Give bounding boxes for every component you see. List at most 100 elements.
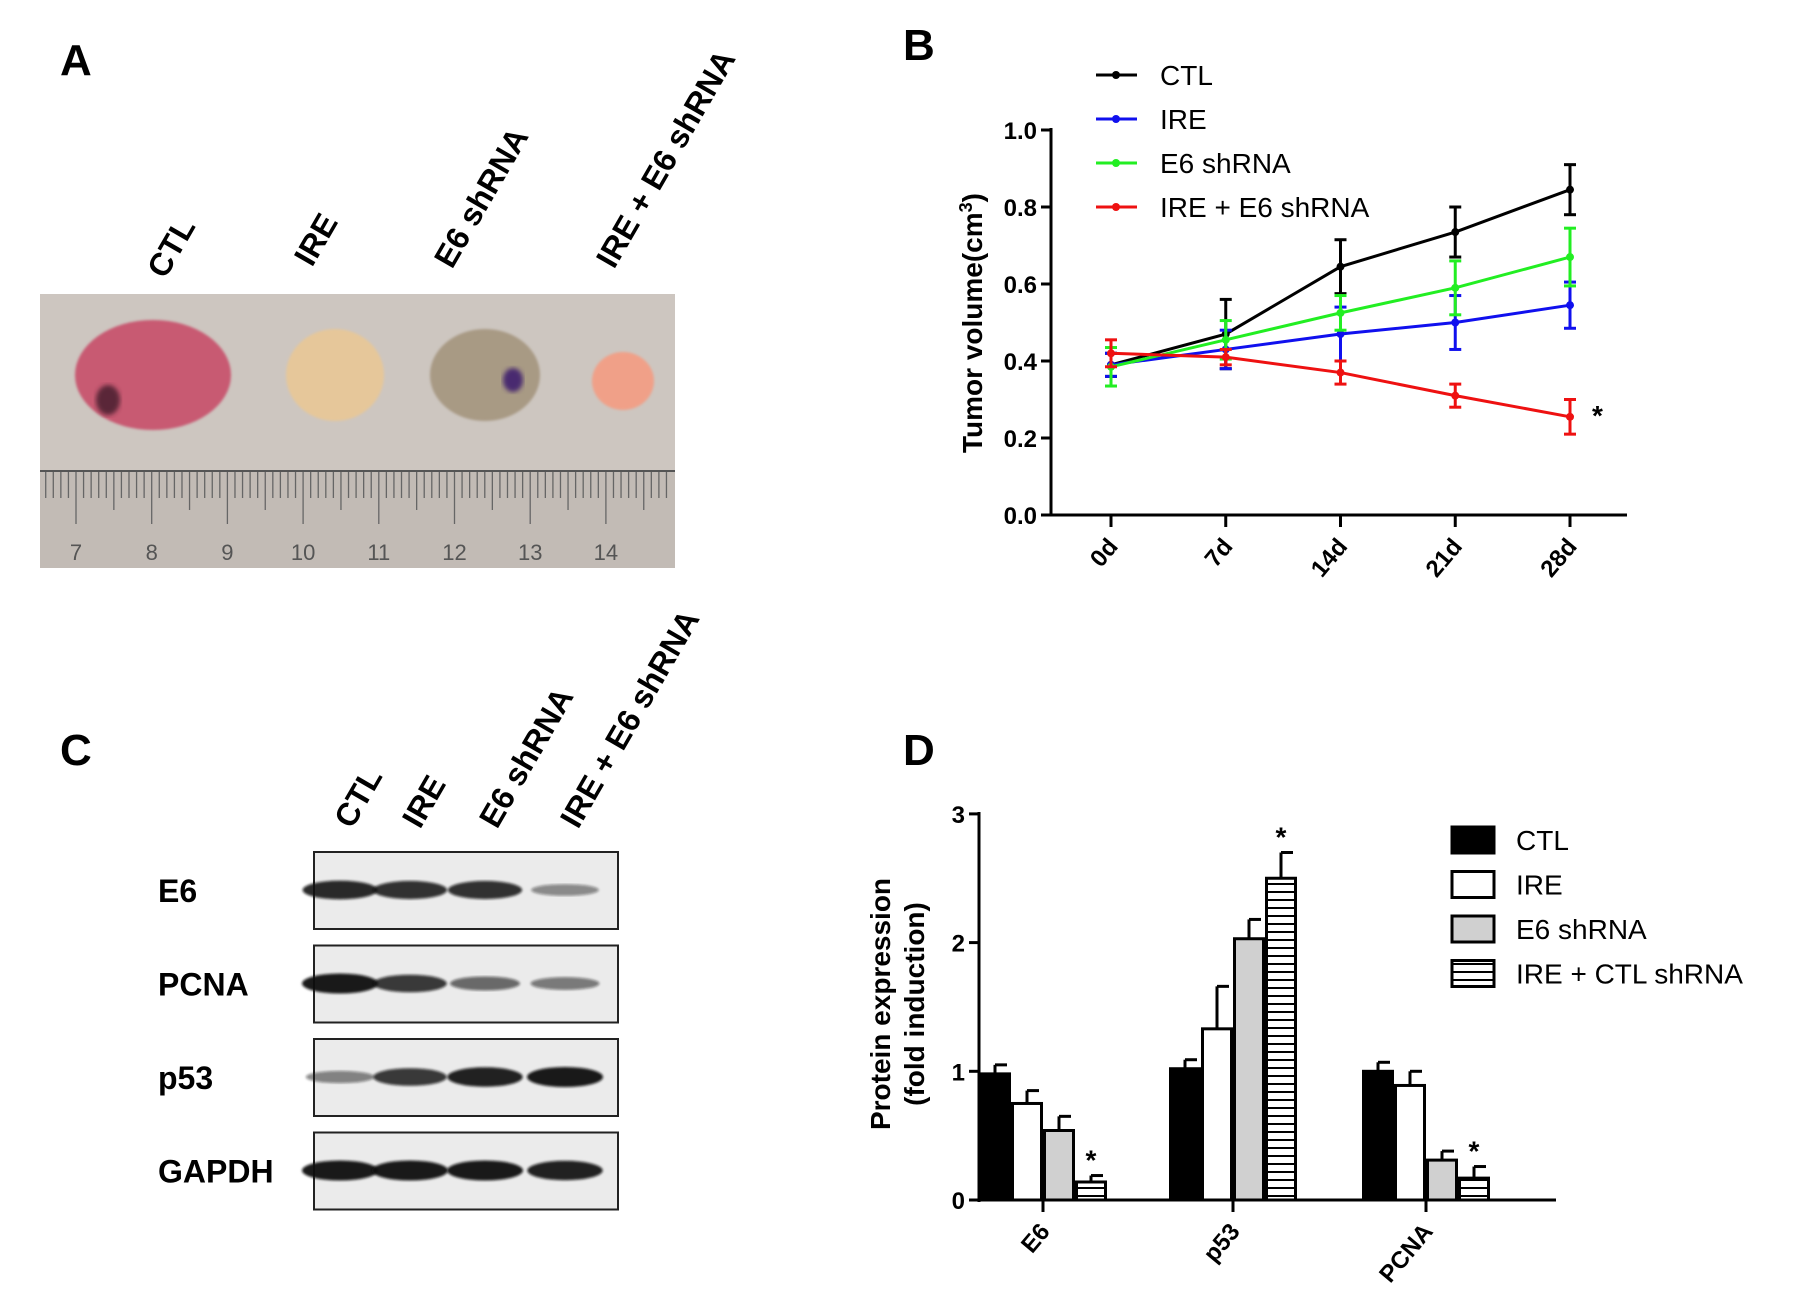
ruler-number: 12 [442, 540, 466, 565]
y-tick-label: 0.0 [1004, 503, 1037, 530]
ruler-number: 7 [70, 540, 82, 565]
x-tick-label: PCNA [1374, 1219, 1438, 1288]
bar [1362, 1069, 1394, 1202]
legend-marker [1112, 203, 1120, 211]
tumor-spot [96, 385, 120, 415]
protein-label: E6 [158, 873, 197, 909]
x-tick-label: E6 [1016, 1219, 1056, 1259]
legend-label: CTL [1516, 825, 1569, 856]
ruler-number: 10 [291, 540, 315, 565]
tumor [75, 320, 231, 430]
legend-marker [1112, 159, 1120, 167]
panel-label-c: C [60, 726, 92, 775]
protein-band [531, 884, 599, 896]
protein-label: p53 [158, 1060, 213, 1096]
data-point [1566, 253, 1574, 262]
data-point [1451, 228, 1460, 237]
legend-label: E6 shRNA [1160, 148, 1291, 179]
ruler-number: 13 [518, 540, 542, 565]
data-point [1336, 330, 1345, 339]
protein-band [372, 1160, 448, 1181]
group-label: IRE + E6 shRNA [589, 44, 742, 274]
y-tick-label: 0 [952, 1188, 965, 1215]
protein-band [305, 1070, 375, 1084]
x-tick-label: 28d [1535, 534, 1582, 583]
x-tick-label: 7d [1200, 534, 1239, 573]
significance-star: * [1276, 822, 1287, 853]
y-tick-label: 1.0 [1004, 118, 1037, 145]
significance-star: * [1592, 400, 1603, 431]
protein-band [302, 973, 378, 994]
panel-d-bar-chart: 0 1 2 3 Protein expression (fold induction) E6… [865, 802, 1743, 1288]
x-tick-label: 14d [1306, 534, 1353, 583]
data-point [1107, 349, 1115, 358]
bar [1201, 1027, 1233, 1202]
bar [1233, 937, 1265, 1202]
ruler-number: 9 [221, 540, 233, 565]
protein-band [373, 1068, 447, 1086]
bar [1011, 1101, 1043, 1202]
protein-band [447, 880, 523, 900]
data-point [1336, 308, 1345, 317]
panel-label-a: A [60, 36, 92, 85]
protein-label: GAPDH [158, 1154, 274, 1190]
y-tick-label: 0.2 [1004, 426, 1037, 453]
panel-b-line-chart: 0.0 0.2 0.4 0.6 0.8 1.0 0d 7d 14d 21d 28d Tumor vol… [956, 60, 1627, 583]
bar [1426, 1158, 1458, 1202]
group-label: E6 shRNA [427, 122, 536, 274]
legend-label: E6 shRNA [1516, 914, 1647, 945]
bar [1043, 1129, 1075, 1202]
legend-swatch [1450, 825, 1496, 855]
y-tick-label: 0.4 [1004, 349, 1038, 376]
y-axis-label-text: Tumor volume(cm [957, 212, 988, 453]
data-point [1451, 283, 1460, 292]
x-tick-label: p53 [1198, 1219, 1245, 1268]
data-point [1451, 391, 1460, 400]
bar [1265, 876, 1297, 1202]
data-point [1336, 262, 1345, 271]
protein-band [527, 1160, 603, 1181]
x-tick-label: 21d [1421, 534, 1468, 583]
legend-label: IRE + E6 shRNA [1160, 192, 1370, 223]
y-axis-label: Tumor volume(cm3) [956, 193, 988, 453]
legend-label: IRE + CTL shRNA [1516, 959, 1743, 990]
tumor [286, 329, 384, 421]
ruler-number: 11 [367, 540, 390, 565]
protein-band [530, 977, 600, 990]
legend-swatch [1450, 959, 1496, 988]
legend-marker [1112, 115, 1120, 123]
data-point [1451, 318, 1460, 327]
lane-label: IRE [395, 769, 453, 833]
x-tick-label: 0d [1085, 534, 1124, 573]
y-axis-label-sup: 3 [956, 202, 976, 212]
protein-band [527, 1067, 603, 1087]
panel-label-b: B [903, 21, 935, 70]
ruler [40, 470, 675, 568]
tumor [592, 352, 654, 410]
significance-star: * [1469, 1136, 1480, 1167]
ruler-number: 14 [594, 540, 618, 565]
y-axis-label: (fold induction) [899, 902, 930, 1106]
legend-marker [1112, 71, 1120, 79]
y-axis-label-close: ) [957, 193, 988, 202]
protein-label: PCNA [158, 967, 249, 1003]
data-point [1566, 412, 1574, 421]
significance-star: * [1086, 1145, 1097, 1176]
data-point [1566, 185, 1574, 194]
protein-band [447, 1160, 523, 1181]
y-tick-label: 1 [952, 1059, 965, 1086]
lane-label: CTL [327, 762, 389, 834]
legend-label: IRE [1160, 104, 1207, 135]
lane-label: IRE + E6 shRNA [553, 604, 706, 834]
y-tick-label: 0.6 [1004, 272, 1037, 299]
tumor [430, 329, 540, 421]
protein-band [302, 880, 378, 900]
group-label: CTL [140, 212, 202, 284]
data-point [1221, 353, 1230, 362]
legend-swatch [1450, 914, 1496, 944]
y-tick-label: 0.8 [1004, 195, 1037, 222]
legend-label: CTL [1160, 60, 1213, 91]
bar [1075, 1180, 1107, 1202]
